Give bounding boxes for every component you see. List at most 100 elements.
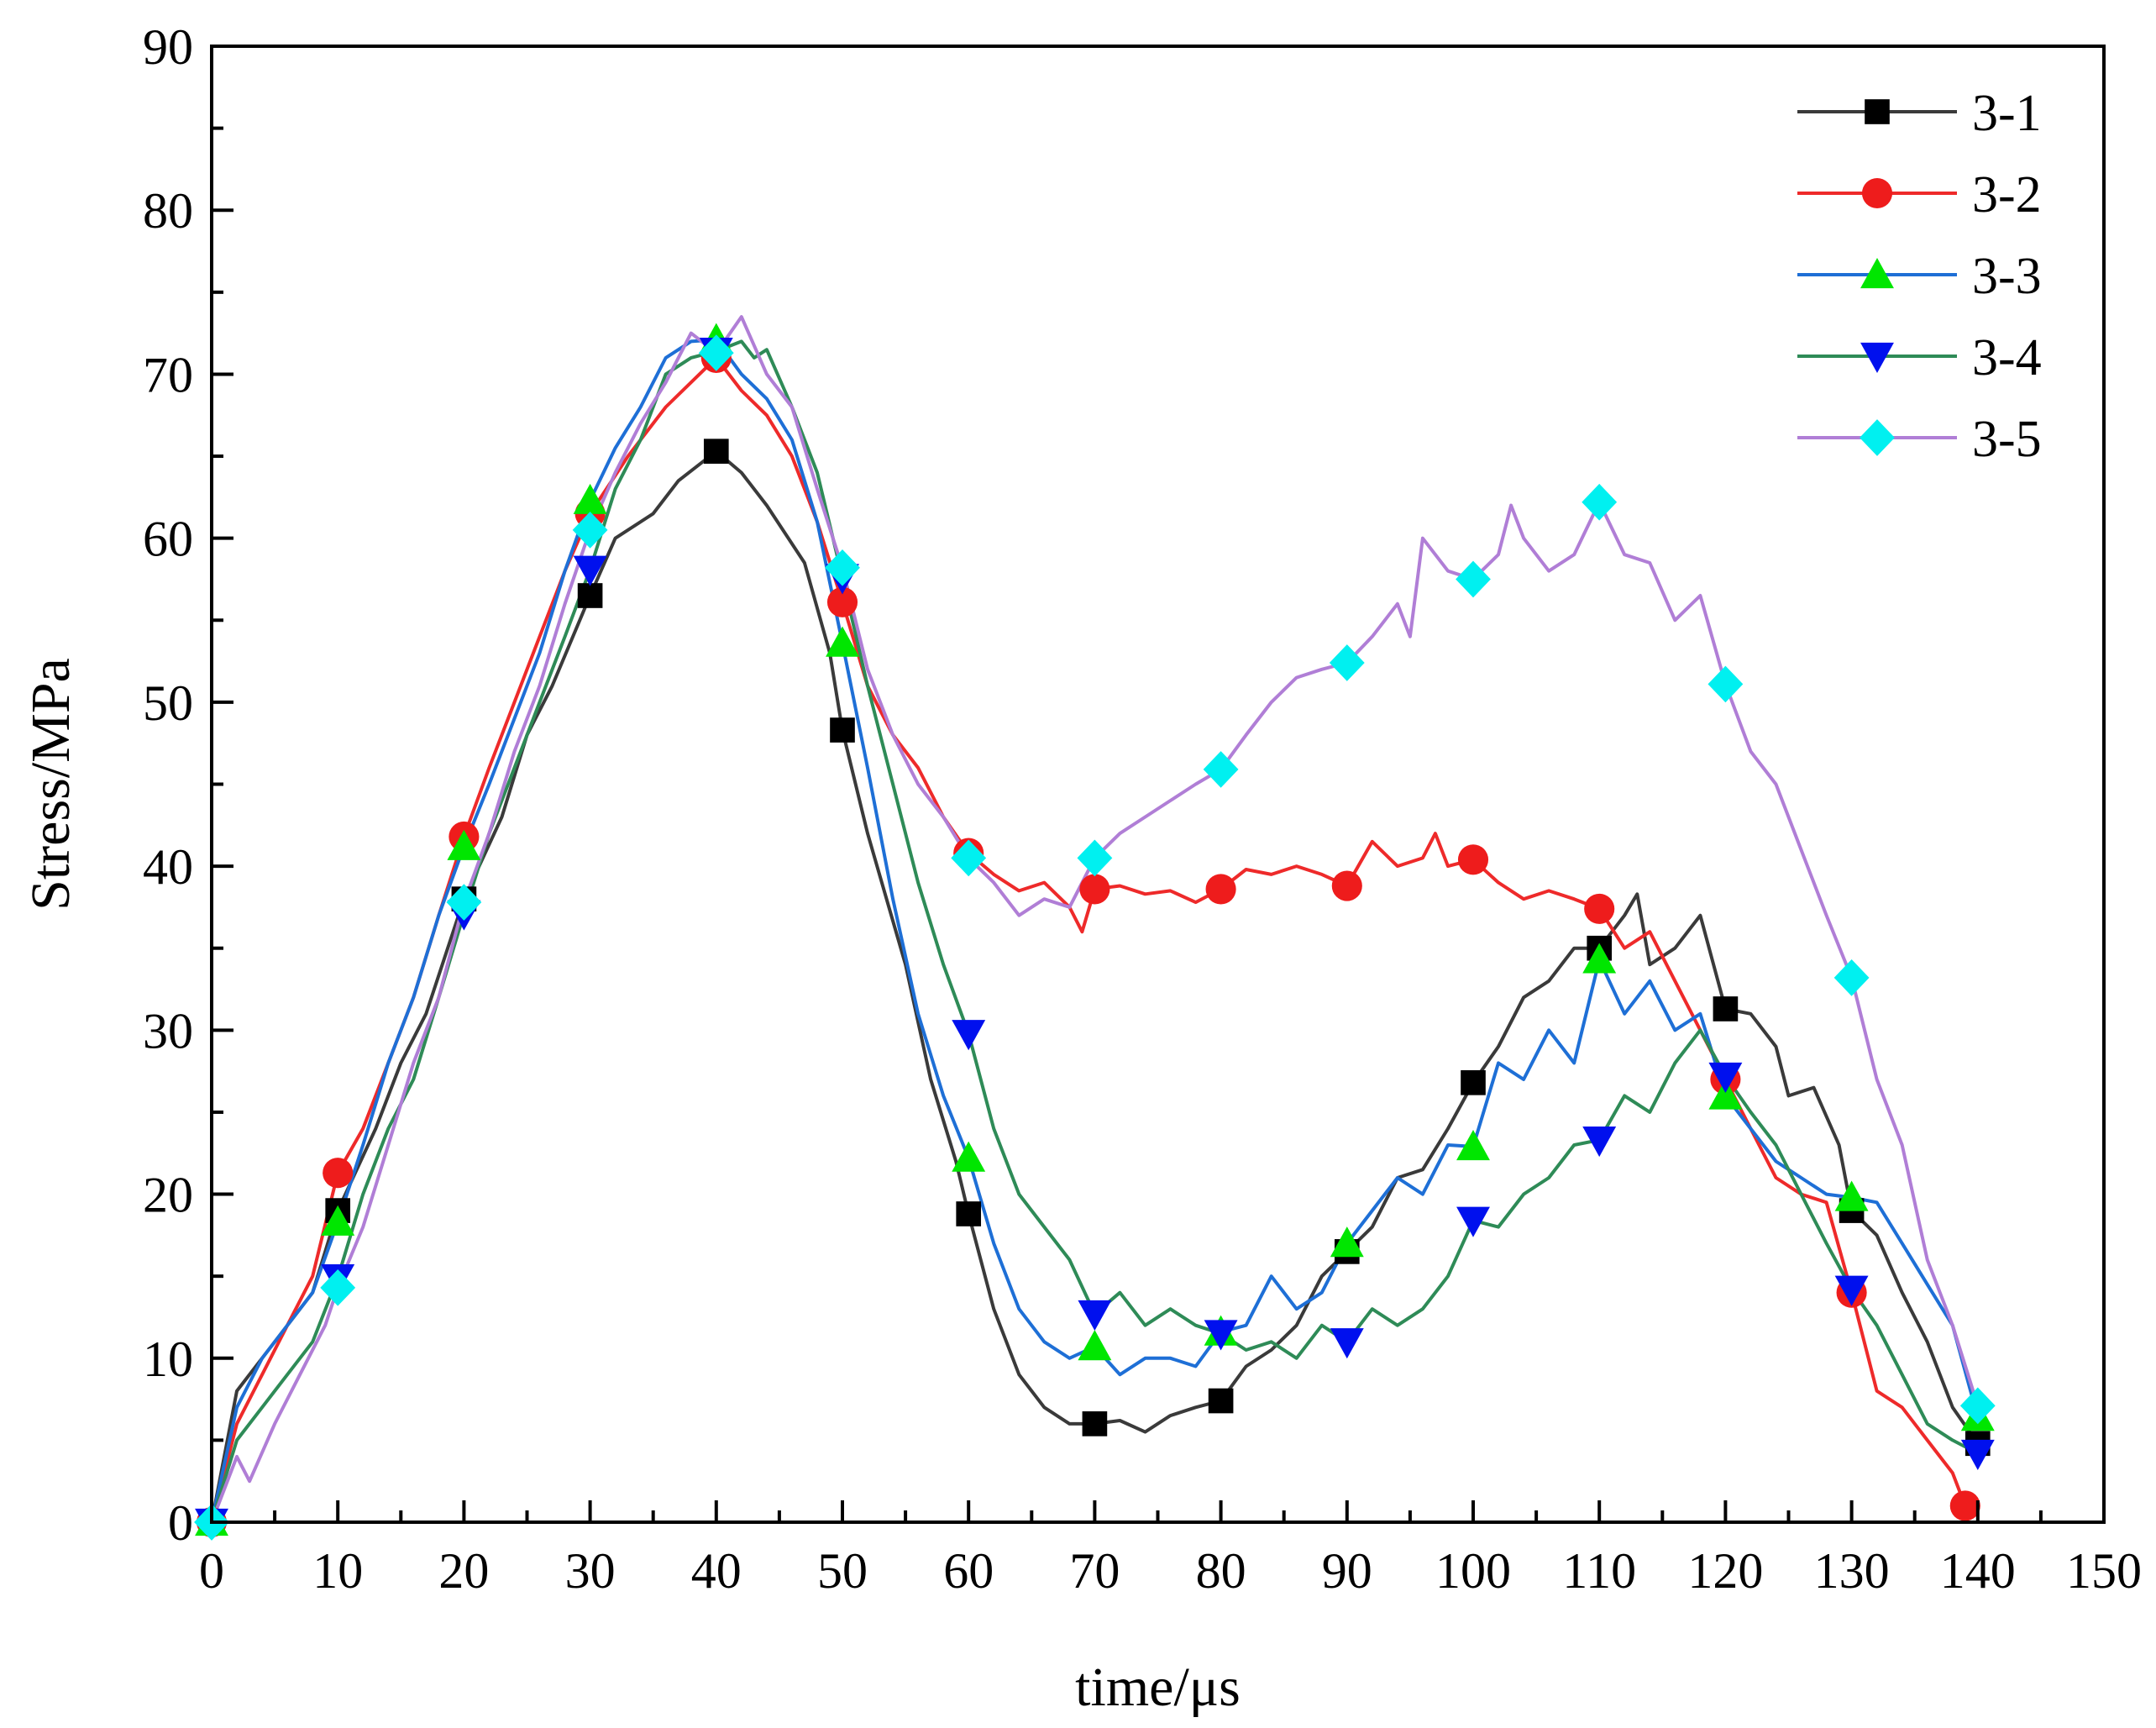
data-point-3-3 (573, 483, 607, 514)
x-tick-label: 150 (2066, 1543, 2142, 1599)
data-point-3-3 (1708, 1079, 1743, 1110)
x-tick-label: 50 (817, 1543, 868, 1599)
x-tick-label: 90 (1322, 1543, 1372, 1599)
legend-item-3-4: 3-4 (1797, 329, 2042, 386)
legend-label: 3-1 (1972, 85, 2042, 142)
y-tick-label: 10 (143, 1331, 193, 1387)
data-point-3-5 (951, 839, 987, 877)
y-tick-label: 50 (143, 675, 193, 731)
data-point-3-2 (1457, 844, 1489, 875)
y-tick-layer: 0 10 20 30 40 50 60 70 80 90 (143, 19, 233, 1551)
data-point-3-5 (446, 884, 482, 921)
legend-label: 3-5 (1972, 411, 2042, 468)
data-point-3-4 (1708, 1062, 1743, 1093)
x-tick-label: 130 (1814, 1543, 1890, 1599)
legend-item-3-2: 3-2 (1797, 166, 2042, 223)
y-tick-label: 0 (168, 1495, 193, 1551)
x-tick-label: 40 (691, 1543, 742, 1599)
legend-label: 3-3 (1972, 248, 2042, 305)
data-point-3-4 (1834, 1275, 1869, 1306)
legend-label: 3-2 (1972, 166, 2042, 223)
y-tick-label: 90 (143, 19, 193, 75)
data-point-3-1 (1461, 1069, 1486, 1095)
data-point-3-5 (1329, 644, 1365, 681)
data-point-3-1 (1208, 1388, 1234, 1414)
data-point-3-5 (1456, 560, 1491, 598)
x-tick-label: 70 (1069, 1543, 1120, 1599)
data-point-3-3 (321, 1205, 355, 1236)
legend-marker (1860, 258, 1894, 289)
x-tick-label: 80 (1196, 1543, 1246, 1599)
x-tick-layer: 0 10 20 30 40 50 60 70 80 90 100 110 120 130 140 150 (199, 1500, 2142, 1599)
legend-marker (1861, 177, 1893, 209)
x-tick-label: 10 (312, 1543, 363, 1599)
data-point-3-4 (1330, 1328, 1364, 1359)
y-tick-label: 70 (143, 347, 193, 402)
x-tick-label: 100 (1435, 1543, 1511, 1599)
data-point-3-5 (1203, 751, 1239, 788)
series-line-3-1 (210, 449, 1980, 1523)
data-point-3-3 (447, 829, 481, 860)
legend-marker (1860, 342, 1894, 373)
data-point-3-1 (703, 439, 729, 465)
x-tick-label: 60 (943, 1543, 994, 1599)
series-line-3-5 (210, 315, 1980, 1523)
data-point-3-4 (1960, 1439, 1995, 1470)
y-tick-label: 30 (143, 1003, 193, 1058)
data-point-3-3 (1330, 1226, 1364, 1258)
data-point-3-5 (320, 1268, 356, 1306)
legend-item-3-1: 3-1 (1797, 85, 2042, 142)
data-point-3-1 (830, 717, 855, 743)
y-tick-label: 80 (143, 183, 193, 239)
y-tick-label: 60 (143, 512, 193, 567)
data-point-3-1 (1713, 996, 1739, 1022)
x-tick-label: 110 (1562, 1543, 1636, 1599)
data-point-3-3 (1834, 1180, 1869, 1211)
legend-label: 3-4 (1972, 329, 2042, 386)
data-point-3-2 (1331, 870, 1362, 901)
data-point-3-5 (825, 549, 860, 586)
data-point-3-5 (1582, 483, 1618, 521)
plot-frame (210, 45, 2106, 1524)
legend: 3-1 3-2 3-3 3-4 3-5 (1797, 85, 2042, 468)
data-point-3-4 (1456, 1206, 1490, 1237)
legend-item-3-3: 3-3 (1797, 248, 2042, 305)
data-point-3-2 (1584, 893, 1615, 924)
legend-marker (1865, 99, 1890, 124)
data-point-3-3 (826, 626, 859, 657)
x-axis-label: time/μs (1075, 1657, 1241, 1718)
data-point-3-2 (826, 586, 858, 617)
data-point-3-3 (1078, 1330, 1112, 1361)
data-point-3-4 (1078, 1300, 1112, 1331)
data-point-3-1 (577, 583, 603, 608)
data-point-3-3 (952, 1141, 986, 1172)
data-point-3-5 (1959, 1387, 1996, 1425)
data-point-3-4 (952, 1020, 986, 1051)
x-tick-label: 20 (438, 1543, 489, 1599)
data-point-3-1 (956, 1201, 982, 1226)
data-point-3-4 (1582, 1126, 1617, 1158)
data-point-3-5 (572, 512, 608, 549)
data-point-3-2 (1949, 1490, 1980, 1521)
data-point-3-2 (1205, 874, 1236, 905)
x-tick-label: 30 (565, 1543, 616, 1599)
data-point-3-5 (698, 334, 734, 371)
data-point-3-4 (573, 555, 607, 586)
data-point-3-5 (1077, 839, 1113, 877)
data-point-3-2 (323, 1158, 354, 1189)
x-tick-label: 0 (199, 1543, 224, 1599)
x-tick-label: 120 (1687, 1543, 1763, 1599)
y-tick-label: 20 (143, 1168, 193, 1223)
y-tick-label: 40 (143, 839, 193, 895)
data-point-3-5 (1833, 959, 1870, 996)
data-point-3-5 (1707, 665, 1744, 703)
legend-item-3-5: 3-5 (1797, 411, 2042, 468)
data-point-3-1 (1082, 1411, 1108, 1436)
legend-marker (1860, 419, 1895, 456)
data-point-3-3 (1582, 943, 1617, 974)
marker-layer (194, 323, 1996, 1541)
data-point-3-4 (1204, 1320, 1238, 1351)
y-axis-label: Stress/MPa (20, 658, 81, 911)
data-point-3-3 (1456, 1129, 1490, 1161)
